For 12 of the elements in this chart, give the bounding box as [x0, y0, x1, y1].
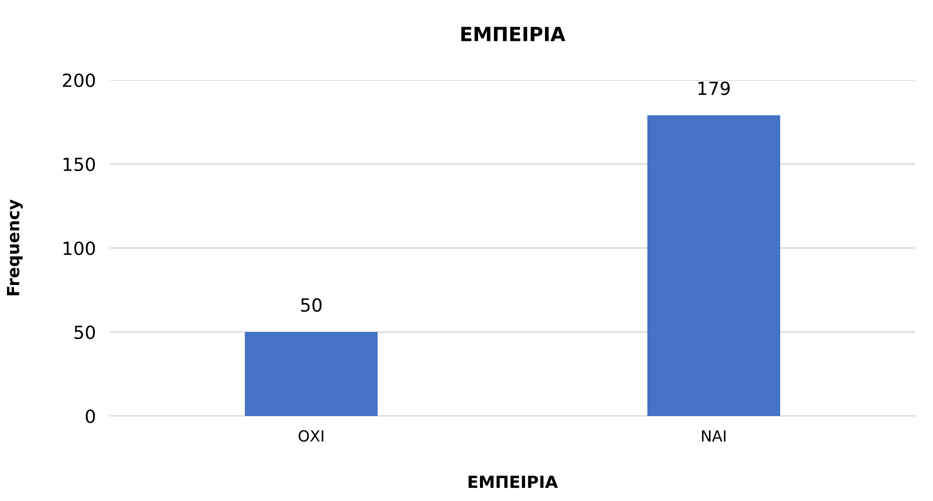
y-tick-label: 200	[62, 73, 95, 88]
x-tick-label: ΝΑΙ	[702, 430, 726, 442]
x-tick-label: ΟΧΙ	[298, 430, 324, 442]
y-tick-label: 0	[86, 409, 95, 424]
chart-title: ΕΜΠΕΙΡΙΑ	[461, 26, 566, 42]
y-tick-label: 50	[74, 325, 95, 340]
x-axis-title: ΕΜΠΕΙΡΙΑ	[468, 476, 558, 488]
data-label: 50	[301, 298, 322, 312]
y-tick-label: 150	[64, 157, 95, 172]
y-axis-title: Frequency	[7, 200, 23, 296]
data-label: 179	[698, 81, 730, 96]
y-tick-label: 100	[64, 241, 95, 256]
